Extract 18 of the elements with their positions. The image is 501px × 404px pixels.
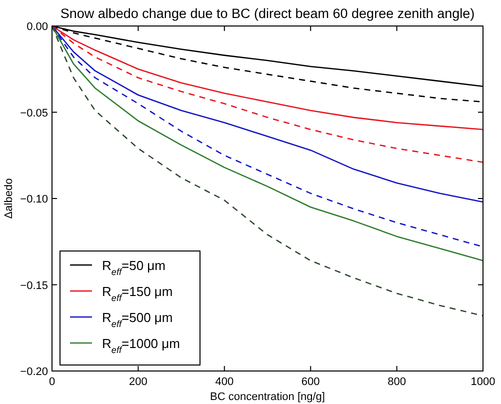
legend-label: R$_{eff}$=150 μm xyxy=(102,284,173,303)
legend-label: R$_{eff}$=500 μm xyxy=(102,310,173,329)
x-axis-title: BC concentration [ng/g] xyxy=(210,391,325,403)
x-tick-label: 800 xyxy=(388,376,406,388)
y-tick-label: −0.05 xyxy=(20,107,48,120)
x-tick-label: 400 xyxy=(215,376,234,388)
y-axis-title: Δalbedo xyxy=(3,178,15,219)
x-tick-label: 600 xyxy=(301,376,320,388)
y-tick-label: −0.15 xyxy=(20,280,48,292)
y-tick-label: 0.00 xyxy=(26,21,48,33)
y-tick-label: −0.10 xyxy=(20,194,48,206)
x-tick-label: 0 xyxy=(48,376,56,388)
legend-label: R$_{eff}$=1000 μm xyxy=(102,336,180,355)
x-tick-label: 200 xyxy=(129,376,148,388)
x-tick-label: 1000 xyxy=(470,376,496,388)
chart-title: Snow albedo change due to BC (direct beam 60 degree zenith angle) xyxy=(60,6,475,21)
legend-label: R$_{eff}$=50 μm xyxy=(102,258,166,277)
y-tick-label: −0.20 xyxy=(20,366,48,378)
